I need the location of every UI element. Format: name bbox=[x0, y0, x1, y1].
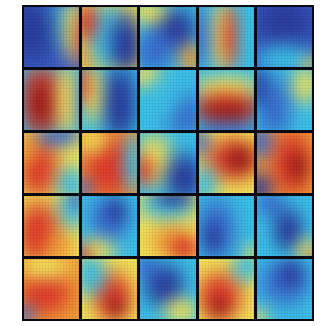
filter-visualization-figure bbox=[22, 5, 314, 321]
filter-tile bbox=[24, 196, 80, 256]
filter-grid bbox=[22, 5, 314, 321]
filter-tile bbox=[82, 70, 138, 130]
filter-tile bbox=[140, 133, 196, 193]
filter-tile bbox=[24, 259, 80, 319]
filter-tile bbox=[82, 7, 138, 67]
filter-tile bbox=[140, 7, 196, 67]
filter-tile bbox=[256, 70, 312, 130]
filter-tile bbox=[24, 70, 80, 130]
filter-tile bbox=[140, 196, 196, 256]
filter-tile bbox=[256, 133, 312, 193]
filter-tile bbox=[198, 259, 254, 319]
filter-tile bbox=[198, 196, 254, 256]
filter-tile bbox=[256, 259, 312, 319]
filter-tile bbox=[140, 259, 196, 319]
filter-tile bbox=[82, 196, 138, 256]
filter-tile bbox=[198, 70, 254, 130]
filter-tile bbox=[198, 133, 254, 193]
filter-tile bbox=[198, 7, 254, 67]
filter-tile bbox=[24, 133, 80, 193]
filter-tile bbox=[256, 196, 312, 256]
filter-tile bbox=[256, 7, 312, 67]
filter-tile bbox=[140, 70, 196, 130]
filter-tile bbox=[82, 133, 138, 193]
filter-tile bbox=[82, 259, 138, 319]
filter-tile bbox=[24, 7, 80, 67]
